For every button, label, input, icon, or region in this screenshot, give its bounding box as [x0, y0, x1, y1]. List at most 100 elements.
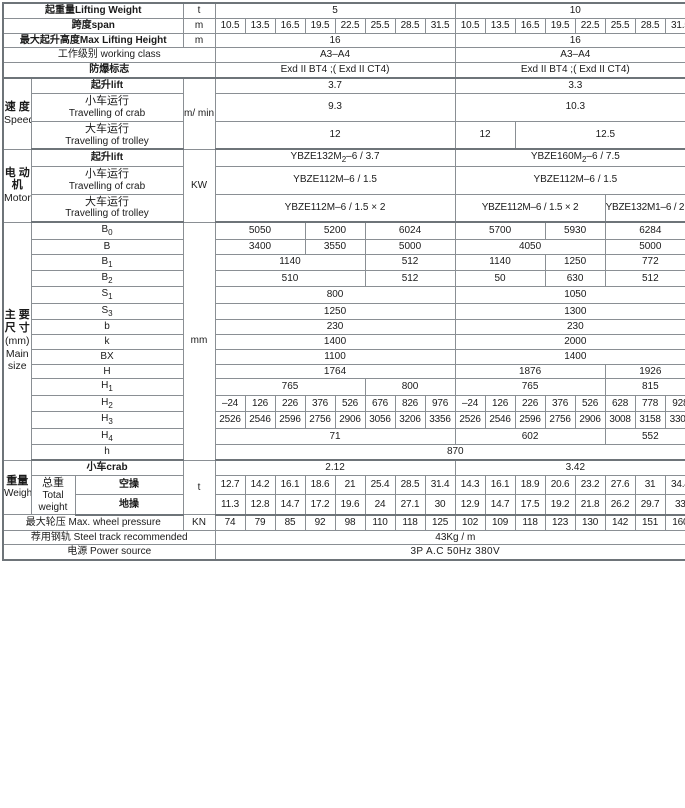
table-row-speed-lift: 速 度 Speed 起升lift m/ min 3.7 3.3: [2, 77, 685, 150]
table-row-H1: H1 765 800 765 815: [3, 378, 685, 396]
motor-lift-10t: YBZE160M2–6 / 7.5: [454, 148, 685, 167]
wheel-pressure-cell: 92: [304, 514, 336, 531]
span-cell: 28.5: [634, 17, 666, 34]
table-row-weight-empty-op: 总重 Total weight 空操 12.7 14.2 16.1 18.6 2…: [3, 474, 685, 516]
motor-lift-5t-pre: YBZE132M: [290, 151, 342, 163]
H2-cell: 226: [274, 394, 306, 413]
BX-cell: 1100: [214, 348, 456, 365]
H-cell: 1764: [214, 363, 456, 380]
B2-cell: 512: [604, 269, 685, 288]
H3-cell: 3056: [364, 411, 396, 429]
empty-op-cell: 14.3: [454, 474, 486, 496]
H2-cell: 376: [304, 394, 336, 413]
wheel-pressure-cell: 125: [424, 514, 456, 531]
speed-lift-label: 起升lift: [30, 77, 184, 94]
B0-cell: 5050: [214, 221, 306, 240]
H3-cell: 2526: [214, 411, 246, 429]
B-cell: 3400: [214, 238, 306, 255]
empty-op-cell: 16.1: [484, 474, 516, 496]
group-label-main-size-en2: size: [7, 360, 27, 373]
ground-op-cell: 17.5: [514, 494, 546, 516]
B0-cell: 5700: [454, 221, 546, 240]
H2-cell: 526: [574, 394, 606, 413]
B2-cell: 630: [544, 269, 606, 288]
table-row-S1: S1 800 1050: [3, 286, 685, 304]
H2-cell: –24: [214, 394, 246, 413]
group-label-weight-cn: 重量: [6, 475, 29, 488]
H3-cell: 2546: [484, 411, 516, 429]
B0-cell: 5930: [544, 221, 606, 240]
motor-trolley-10t-a: YBZE112M–6 / 1.5 × 2: [454, 193, 606, 224]
speed-crab-10t: 10.3: [454, 92, 685, 122]
row-label-S1-sym: S: [101, 288, 109, 300]
row-label-H3-sub: 3: [108, 417, 113, 427]
value-max-lifting-height-10t: 16: [454, 32, 685, 49]
wheel-pressure-cell: 98: [334, 514, 366, 531]
span-cell: 19.5: [544, 17, 576, 34]
value-power-source: 3P A.C 50Hz 380V: [214, 544, 685, 562]
ground-op-cell: 12.9: [454, 494, 486, 516]
crane-specification-table: 起重量Lifting Weight t 5 10 跨度span m 10.5 1…: [2, 1, 685, 562]
wheel-pressure-cell: 160: [664, 514, 685, 531]
speed-crab-label: 小车运行 Travelling of crab: [30, 92, 184, 122]
b-cell: 230: [454, 319, 685, 336]
H3-cell: 2906: [334, 411, 366, 429]
group-label-main-size-en1: Main: [5, 347, 29, 360]
H3-cell: 3158: [634, 411, 666, 429]
H1-cell: 765: [214, 378, 366, 396]
span-cell: 13.5: [244, 17, 276, 34]
B-cell: 5000: [604, 238, 685, 255]
group-label-speed-cn: 速 度: [4, 101, 30, 114]
weight-crab-label: 小车crab: [30, 459, 184, 476]
empty-op-cell: 12.7: [214, 474, 246, 496]
empty-op-cell: 31: [634, 474, 666, 496]
group-label-motor-en: Motor: [4, 192, 31, 205]
row-label-explosion-mark: 防爆标志: [2, 62, 216, 80]
group-label-weight-en: Weight: [4, 487, 30, 499]
speed-trolley-5t: 12: [214, 120, 456, 151]
table-row-weight-ground-op: 地操 11.3 12.8 14.7 17.2 19.6 24 27.1 30 1…: [3, 494, 685, 516]
table-row-explosion-mark: 防爆标志 Exd II BT4 ;( Exd II CT4) Exd II BT…: [2, 62, 685, 80]
row-label-H2: H2: [30, 394, 184, 413]
row-label-max-lifting-height: 最大起升高度Max Lifting Height: [2, 32, 184, 49]
empty-op-cell: 18.6: [304, 474, 336, 496]
row-label-B2: B2: [30, 269, 184, 288]
empty-op-cell: 16.1: [274, 474, 306, 496]
row-label-H: H: [30, 363, 184, 380]
H3-cell: 3308: [664, 411, 685, 429]
total-weight-label-cn: 总重: [42, 476, 64, 489]
unit-main-size: mm: [182, 221, 216, 461]
group-label-speed-en: Speed: [4, 113, 30, 126]
H4-cell: 71: [214, 427, 456, 446]
empty-op-cell: 28.5: [394, 474, 426, 496]
H1-cell: 800: [364, 378, 456, 396]
row-label-H4-sub: 4: [108, 433, 113, 443]
motor-lift-5t: YBZE132M2–6 / 3.7: [214, 148, 456, 167]
unit-wheel-pressure: KN: [182, 514, 216, 531]
span-cell: 25.5: [364, 17, 396, 34]
table-row-B2: B2 510 512 50 630 512: [3, 269, 685, 288]
motor-crab-label-cn: 小车运行: [85, 167, 129, 180]
unit-motor: KW: [182, 148, 216, 223]
H2-cell: 928: [664, 394, 685, 413]
B-cell: 3550: [304, 238, 366, 255]
ground-op-cell: 19.2: [544, 494, 576, 516]
H-cell: 1926: [604, 363, 685, 380]
table-row-B0: 主 要 尺 寸 (mm) Main size B0 mm 5050 5200 6…: [2, 221, 685, 461]
row-label-working-class: 工作级别 working class: [2, 47, 216, 64]
value-max-lifting-height-5t: 16: [214, 32, 456, 49]
row-label-H4: H4: [30, 427, 184, 446]
H4-cell: 552: [604, 427, 685, 446]
unit-speed: m/ min: [182, 77, 216, 150]
speed-trolley-label: 大车运行 Travelling of trolley: [30, 120, 184, 151]
H3-cell: 2756: [304, 411, 336, 429]
motor-lift-10t-pre: YBZE160M: [530, 151, 582, 163]
H2-cell: 526: [334, 394, 366, 413]
speed-lift-5t: 3.7: [214, 77, 456, 94]
H3-cell: 3356: [424, 411, 456, 429]
B0-cell: 6024: [364, 221, 456, 240]
row-label-B1: B1: [30, 253, 184, 271]
row-label-B: B: [30, 238, 184, 255]
value-working-class-10t: A3–A4: [454, 47, 685, 64]
ground-op-cell: 27.1: [394, 494, 426, 516]
